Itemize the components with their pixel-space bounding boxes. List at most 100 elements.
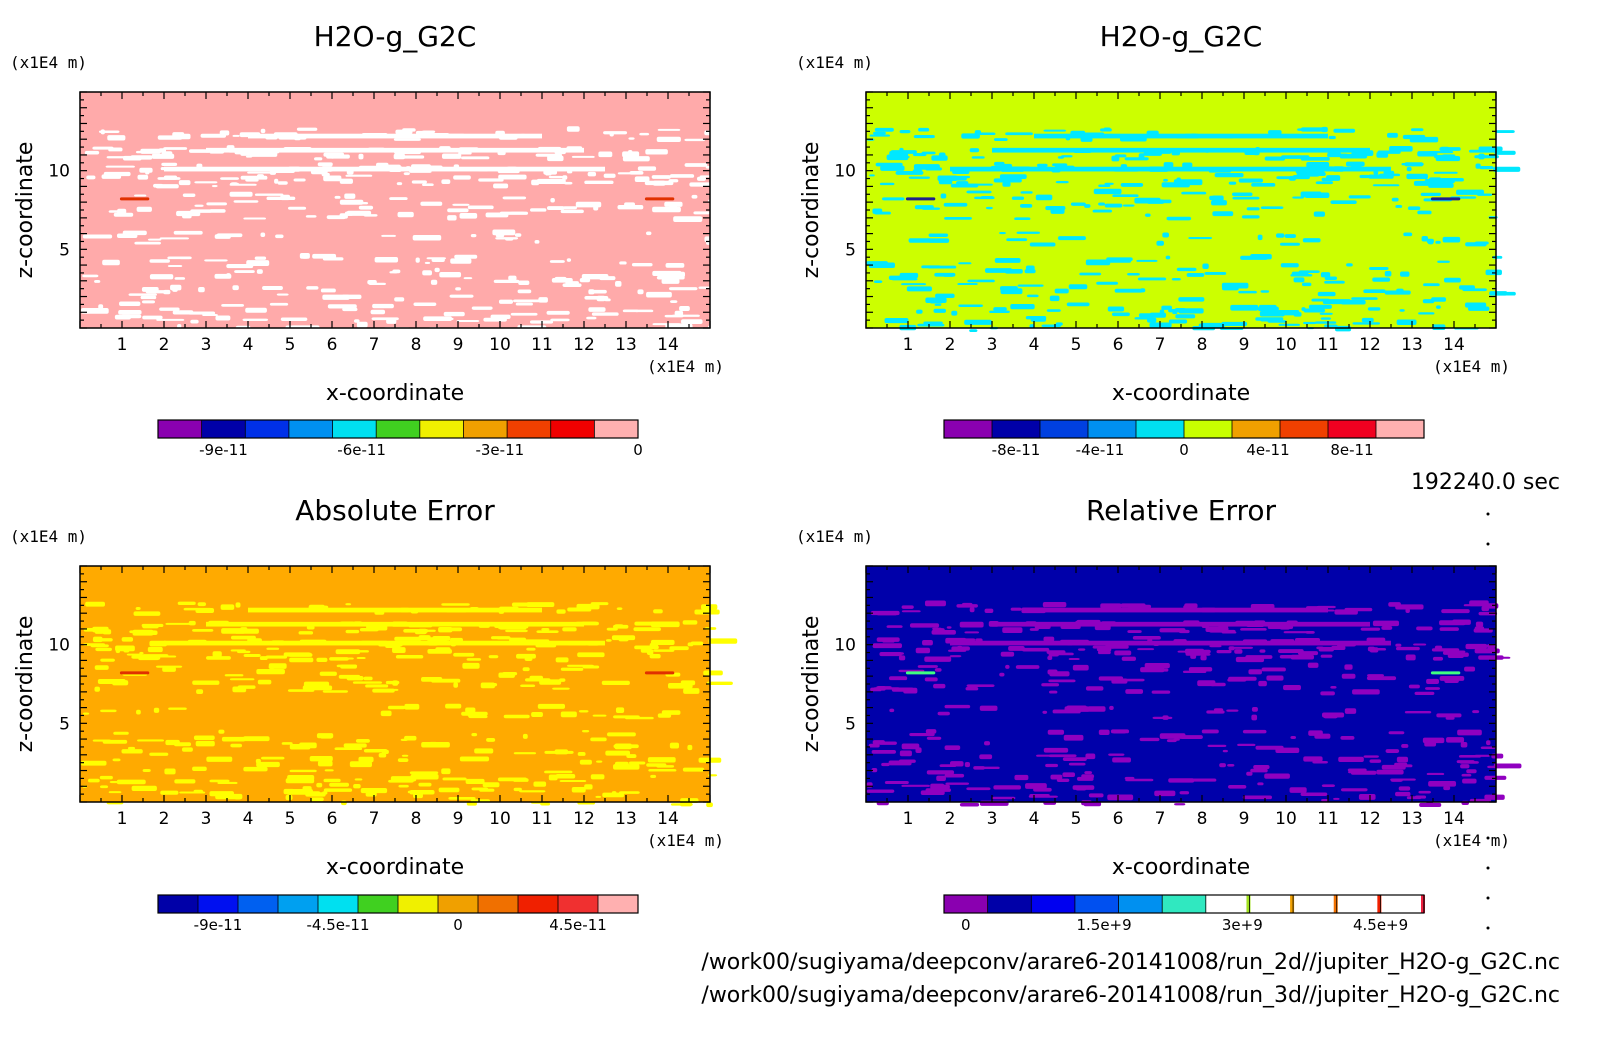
field-blob <box>1159 628 1186 633</box>
field-blob <box>1171 277 1181 281</box>
colorbar-label: -4.5e-11 <box>307 916 370 934</box>
field-blob <box>370 309 386 315</box>
field-blob <box>1352 322 1380 325</box>
field-blob <box>261 756 285 760</box>
x-tick-label: 3 <box>987 335 998 355</box>
field-blob <box>526 602 555 608</box>
field-blob <box>1303 193 1319 197</box>
field-blob <box>360 787 388 794</box>
field-blob <box>1092 645 1116 649</box>
colorbar-swatch <box>398 895 439 913</box>
field-blob <box>220 604 235 610</box>
field-blob <box>615 707 625 714</box>
field-blob <box>1410 128 1424 132</box>
field-blob <box>993 307 1007 311</box>
field-blob <box>1049 295 1060 302</box>
field-blob <box>1140 667 1165 673</box>
field-blob <box>137 739 164 742</box>
field-blob <box>1454 650 1466 653</box>
field-blob <box>871 768 878 773</box>
field-blob <box>706 802 713 808</box>
field-blob <box>607 732 636 737</box>
field-blob <box>1204 271 1227 275</box>
field-blob <box>1477 193 1493 196</box>
field-blob <box>256 328 277 334</box>
field-blob <box>1022 647 1050 652</box>
field-blob <box>1151 690 1171 694</box>
field-blob <box>515 302 533 306</box>
field-blob <box>209 791 234 797</box>
field-blob <box>979 705 998 711</box>
field-blob <box>1139 737 1160 742</box>
field-blob <box>1054 288 1069 294</box>
field-blob <box>634 176 650 183</box>
field-blob <box>657 713 672 718</box>
x-tick-label: 8 <box>1197 809 1208 829</box>
colorbar-swatch <box>478 895 519 913</box>
panel-title: H2O-g_G2C <box>314 20 477 53</box>
field-blob <box>1240 255 1268 260</box>
colorbar-label: 4.5e+9 <box>1353 916 1408 934</box>
field-blob <box>637 166 657 171</box>
field-blob <box>1321 799 1329 802</box>
field-blob <box>1315 181 1333 185</box>
field-blob <box>596 760 603 763</box>
field-feature <box>1430 671 1461 675</box>
field-blob <box>136 206 152 212</box>
field-blob <box>1363 289 1386 294</box>
field-blob <box>1452 619 1471 625</box>
field-blob <box>389 197 408 201</box>
field-blob <box>86 175 96 180</box>
field-blob <box>172 287 178 292</box>
field-blob <box>1333 128 1356 133</box>
colorbar-swatch <box>1118 895 1163 913</box>
field-blob <box>234 795 241 800</box>
field-blob <box>1320 272 1331 278</box>
field-blob <box>474 748 494 754</box>
field-blob <box>1136 259 1158 262</box>
colorbar-divider <box>1377 895 1382 913</box>
field-blob <box>593 205 599 211</box>
field-blob <box>567 664 594 667</box>
field-blob <box>443 311 465 317</box>
field-blob <box>1066 705 1087 710</box>
field-blob <box>1056 778 1070 782</box>
field-blob <box>933 308 947 313</box>
field-blob <box>971 156 985 159</box>
colorbar-swatch <box>598 895 639 913</box>
x-tick-label: 6 <box>1113 809 1124 829</box>
field-blob <box>1005 664 1010 669</box>
field-blob <box>1235 656 1265 663</box>
field-blob <box>1047 729 1065 735</box>
field-blob <box>1025 315 1047 320</box>
field-blob <box>1390 778 1403 782</box>
colorbar-label: -4e-11 <box>1076 441 1125 459</box>
y-tick-label: 5 <box>845 240 856 260</box>
field-blob <box>1406 796 1422 800</box>
field-blob <box>102 629 112 635</box>
field-blob <box>398 784 409 788</box>
field-blob <box>552 687 570 690</box>
field-blob <box>1097 650 1111 655</box>
field-blob <box>1070 202 1086 206</box>
field-blob <box>937 711 950 716</box>
field-blob <box>289 769 317 773</box>
field-blob <box>1046 309 1061 312</box>
field-blob <box>669 646 689 651</box>
field-blob <box>434 267 440 273</box>
field-blob <box>966 787 991 791</box>
x-tick-label: 14 <box>1443 335 1465 355</box>
field-blob <box>299 742 317 749</box>
field-blob <box>1104 182 1114 185</box>
field-blob <box>1428 182 1454 188</box>
field-blob <box>1320 317 1331 320</box>
field-blob <box>661 278 680 284</box>
field-blob <box>338 674 361 679</box>
field-blob <box>94 686 100 692</box>
field-blob <box>323 152 345 157</box>
field-blob <box>441 768 451 775</box>
field-blob <box>1330 200 1357 204</box>
field-blob <box>1459 285 1475 290</box>
field-blob <box>1168 319 1188 324</box>
field-blob <box>687 744 693 751</box>
